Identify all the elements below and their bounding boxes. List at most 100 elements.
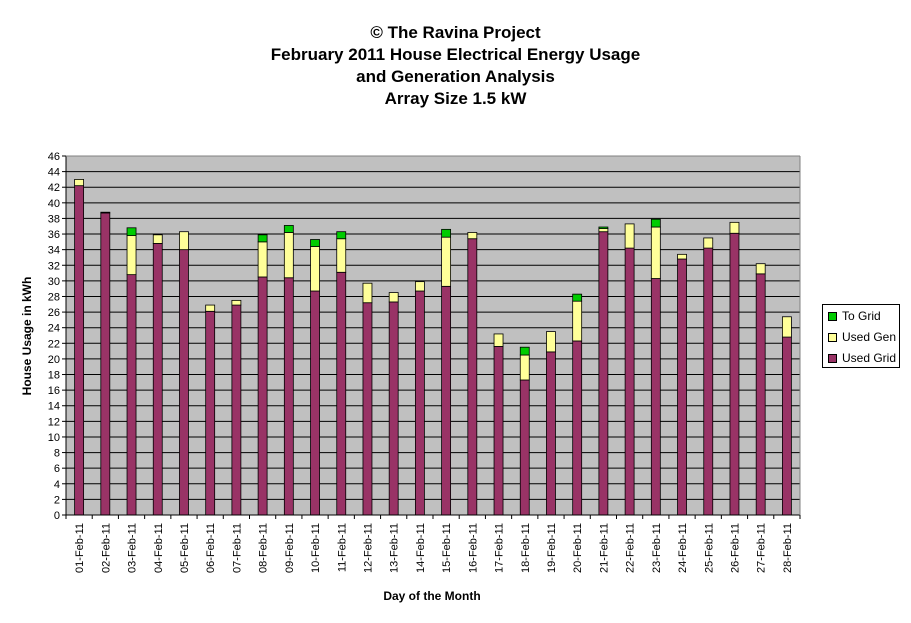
y-tick-label: 28	[48, 291, 60, 303]
legend-label-used-gen: Used Gen	[842, 330, 897, 344]
bar-used-grid	[703, 247, 714, 516]
x-tick-label: 24-Feb-11	[677, 523, 689, 573]
x-tick-label: 07-Feb-11	[231, 523, 243, 573]
bar-used-grid	[283, 277, 294, 516]
legend-item-used-grid: Used Grid	[828, 351, 896, 365]
x-tick-label: 15-Feb-11	[441, 523, 453, 573]
bar-used-gen	[493, 333, 504, 347]
bar-used-gen	[257, 241, 268, 278]
bar-used-gen	[441, 236, 452, 287]
bar-used-gen	[152, 234, 163, 244]
y-tick-label: 4	[54, 479, 60, 491]
x-tick-label: 14-Feb-11	[415, 523, 427, 573]
x-tick-label: 28-Feb-11	[782, 523, 794, 573]
x-tick-label: 08-Feb-11	[258, 523, 270, 573]
axes	[62, 155, 801, 519]
bar-used-gen	[546, 331, 556, 353]
y-tick-labels: 0246810121416182022242628303234363840424…	[48, 151, 60, 522]
bar-used-gen	[126, 235, 137, 276]
y-tick-label: 14	[48, 401, 60, 413]
bar-used-grid	[414, 290, 425, 516]
y-tick-label: 46	[48, 151, 60, 163]
x-tick-label: 10-Feb-11	[310, 523, 322, 573]
title-line-1: © The Ravina Project	[370, 23, 541, 42]
bar-used-gen	[598, 228, 609, 233]
legend: To Grid Used Gen Used Grid	[822, 304, 900, 368]
bar-used-gen	[624, 223, 635, 249]
y-tick-label: 0	[54, 510, 60, 522]
x-tick-label: 20-Feb-11	[572, 523, 584, 573]
x-tick-label: 27-Feb-11	[756, 523, 768, 573]
bar-used-grid	[362, 302, 373, 516]
x-tick-label: 25-Feb-11	[703, 523, 715, 573]
x-tick-label: 04-Feb-11	[153, 523, 165, 573]
bar-to-grid	[441, 228, 452, 238]
bar-to-grid	[336, 231, 347, 240]
bar-used-grid	[624, 247, 635, 516]
y-tick-label: 18	[48, 370, 60, 382]
y-tick-label: 32	[48, 260, 60, 272]
legend-item-used-gen: Used Gen	[828, 330, 896, 344]
bar-used-grid	[74, 185, 85, 516]
bar-used-grid	[100, 212, 111, 516]
x-tick-label: 22-Feb-11	[625, 523, 637, 573]
y-axis-title: House Usage in kWh	[20, 277, 34, 396]
title-line-4: Array Size 1.5 kW	[384, 89, 527, 108]
x-tick-label: 23-Feb-11	[651, 523, 663, 573]
bar-to-grid	[598, 226, 609, 229]
title-line-2: February 2011 House Electrical Energy Us…	[270, 45, 641, 64]
x-tick-label: 05-Feb-11	[179, 523, 191, 573]
y-tick-label: 2	[54, 494, 60, 506]
bar-used-gen	[362, 282, 373, 304]
plot-area	[66, 156, 800, 515]
bar-used-grid	[519, 379, 530, 516]
bar-used-grid	[336, 271, 347, 516]
bar-to-grid	[310, 239, 320, 247]
bar-used-gen	[205, 304, 216, 312]
y-tick-label: 20	[48, 354, 60, 366]
y-tick-label: 34	[48, 245, 60, 257]
bar-used-grid	[572, 340, 583, 516]
legend-swatch-used-grid	[828, 353, 837, 363]
bar-used-gen	[650, 226, 661, 279]
x-tick-label: 09-Feb-11	[284, 523, 296, 573]
bar-to-grid	[126, 227, 137, 237]
legend-swatch-to-grid	[828, 311, 837, 321]
y-tick-label: 42	[48, 182, 60, 194]
y-tick-label: 44	[48, 167, 60, 179]
y-tick-label: 38	[48, 213, 60, 225]
bar-to-grid	[519, 346, 530, 356]
bar-used-gen	[414, 281, 425, 292]
bar-used-grid	[755, 273, 766, 516]
bar-to-grid	[257, 234, 268, 243]
x-tick-label: 12-Feb-11	[362, 523, 374, 573]
bar-used-grid	[231, 304, 242, 516]
chart-title: © The Ravina Project February 2011 House…	[0, 22, 911, 110]
x-tick-label: 01-Feb-11	[74, 523, 86, 573]
legend-item-to-grid: To Grid	[828, 309, 881, 323]
x-tick-label: 19-Feb-11	[546, 523, 558, 573]
x-tick-label: 17-Feb-11	[494, 523, 506, 573]
bar-used-grid	[729, 232, 740, 516]
y-tick-label: 22	[48, 338, 60, 350]
bar-used-grid	[493, 346, 504, 516]
x-tick-label: 06-Feb-11	[205, 523, 217, 573]
bar-used-grid	[205, 310, 216, 516]
bar-used-grid	[126, 274, 137, 516]
legend-label-used-grid: Used Grid	[842, 351, 897, 365]
bar-used-gen	[388, 292, 399, 303]
y-tick-label: 26	[48, 307, 60, 319]
bar-used-grid	[388, 301, 399, 516]
legend-swatch-used-gen	[828, 332, 837, 342]
x-tick-label: 03-Feb-11	[127, 523, 139, 573]
bar-used-gen	[100, 211, 111, 214]
bar-used-gen	[310, 246, 320, 292]
bar-used-gen	[729, 221, 740, 234]
x-tick-label: 26-Feb-11	[729, 523, 741, 573]
bar-used-gen	[677, 253, 687, 260]
x-tick-label: 13-Feb-11	[389, 523, 401, 573]
bar-used-grid	[257, 276, 268, 516]
bar-used-gen	[703, 237, 714, 249]
bar-used-gen	[179, 231, 189, 251]
